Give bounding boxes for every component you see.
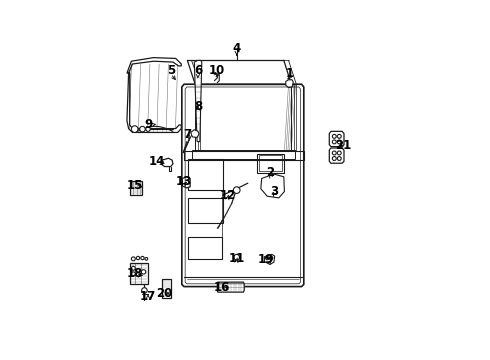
Circle shape	[270, 256, 273, 260]
Polygon shape	[217, 282, 244, 292]
Polygon shape	[182, 84, 304, 287]
Text: 15: 15	[127, 179, 144, 193]
Text: 4: 4	[233, 42, 241, 55]
Text: 6: 6	[194, 64, 202, 77]
Polygon shape	[191, 130, 199, 138]
Circle shape	[141, 270, 146, 274]
Polygon shape	[130, 263, 148, 284]
Polygon shape	[329, 131, 344, 147]
Circle shape	[141, 256, 144, 260]
Polygon shape	[195, 60, 202, 141]
Circle shape	[140, 126, 145, 132]
Polygon shape	[127, 58, 181, 132]
Text: 1: 1	[286, 67, 294, 80]
Circle shape	[233, 187, 240, 193]
Text: 3: 3	[270, 185, 279, 198]
Circle shape	[337, 157, 341, 161]
Circle shape	[337, 140, 341, 144]
Circle shape	[131, 272, 135, 276]
Circle shape	[131, 126, 138, 132]
Circle shape	[337, 134, 341, 138]
Circle shape	[337, 151, 341, 155]
Text: 13: 13	[176, 175, 192, 188]
Text: 20: 20	[156, 287, 173, 300]
Circle shape	[266, 256, 269, 260]
Text: 12: 12	[220, 189, 236, 202]
Polygon shape	[130, 181, 143, 195]
Circle shape	[142, 288, 147, 293]
Circle shape	[145, 257, 147, 260]
Circle shape	[234, 255, 240, 260]
Circle shape	[332, 134, 336, 138]
Text: 21: 21	[335, 139, 351, 152]
Polygon shape	[182, 177, 190, 188]
Circle shape	[332, 140, 336, 144]
Polygon shape	[162, 279, 171, 298]
Text: 2: 2	[267, 166, 274, 179]
Polygon shape	[265, 255, 275, 264]
Circle shape	[136, 256, 140, 260]
Circle shape	[332, 151, 336, 155]
Text: 10: 10	[209, 64, 225, 77]
Circle shape	[146, 127, 150, 131]
Text: 19: 19	[258, 253, 274, 266]
Polygon shape	[329, 148, 344, 163]
Text: 8: 8	[194, 100, 202, 113]
Text: 14: 14	[148, 156, 165, 168]
Text: 16: 16	[214, 281, 230, 294]
Text: 5: 5	[167, 64, 175, 77]
Polygon shape	[162, 158, 173, 167]
Circle shape	[131, 257, 135, 261]
Text: 7: 7	[183, 128, 191, 141]
Polygon shape	[286, 80, 293, 87]
Text: 17: 17	[140, 289, 156, 302]
Circle shape	[131, 266, 135, 270]
Text: 9: 9	[145, 118, 153, 131]
Text: 18: 18	[127, 267, 144, 280]
Bar	[184, 151, 304, 159]
Circle shape	[332, 157, 336, 161]
Text: 11: 11	[229, 252, 245, 265]
